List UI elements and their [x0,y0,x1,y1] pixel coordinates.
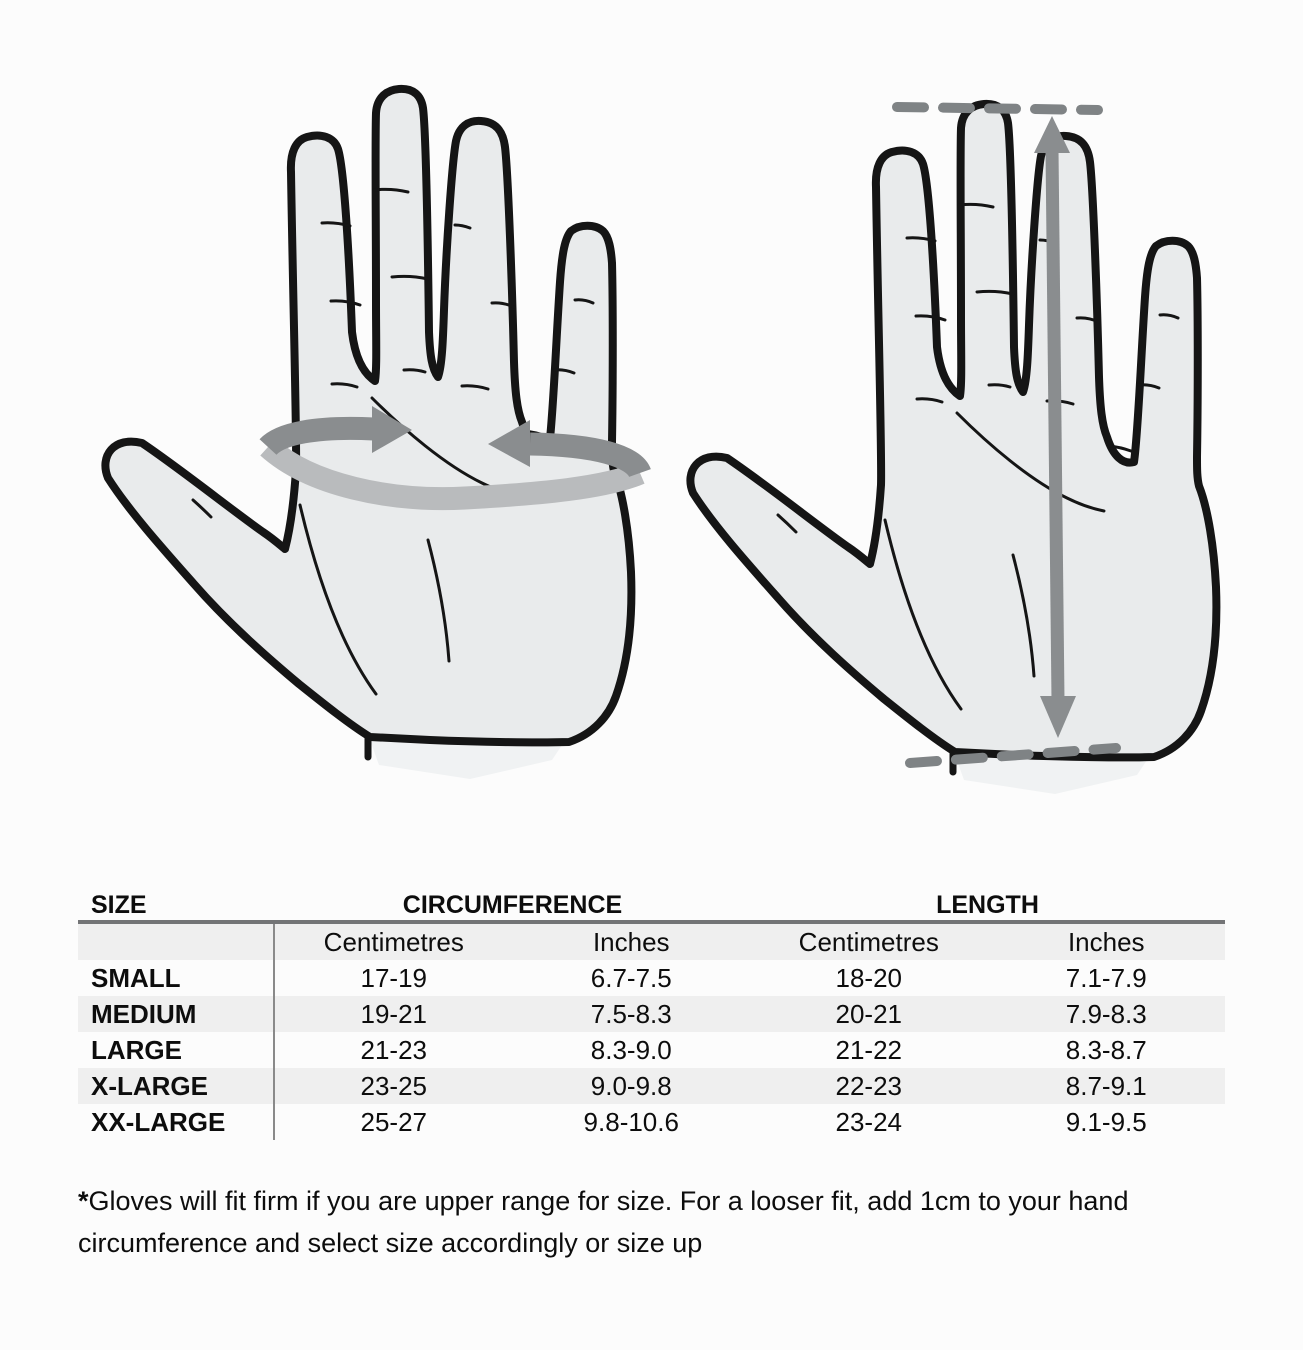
table-row-x-large: X-LARGE 23-25 9.0-9.8 22-23 8.7-9.1 [78,1068,1225,1104]
table-row-medium: MEDIUM 19-21 7.5-8.3 20-21 7.9-8.3 [78,996,1225,1032]
table-cell: 25-27 [360,1106,428,1137]
left-arrowhead-icon [488,420,530,467]
length-arrow [892,102,1121,768]
table-cell: 7.1-7.9 [1065,962,1147,993]
table-cell: 6.7-7.5 [590,962,672,993]
table-cell: 9.1-9.5 [1065,1106,1147,1137]
footnote-text: Gloves will fit firm if you are upper ra… [78,1186,1129,1259]
size-label: XX-LARGE [91,1106,226,1137]
subheader-length-cm: Centimetres [798,926,939,957]
subheader-circumference-cm: Centimetres [323,926,464,957]
subheader-empty-cell [78,924,275,960]
table-cell: 8.3-8.7 [1065,1034,1147,1065]
table-cell: 9.8-10.6 [583,1106,679,1137]
footnote: *Gloves will fit firm if you are upper r… [78,1180,1198,1264]
band-back-arc-left [259,416,375,456]
table-row-small: SMALL 17-19 6.7-7.5 18-20 7.1-7.9 [78,960,1225,996]
size-label: LARGE [91,1034,182,1065]
table-row-large: LARGE 21-23 8.3-9.0 21-22 8.3-8.7 [78,1032,1225,1068]
right-arrowhead-icon [372,406,412,453]
length-arrow-shaft [1045,149,1065,701]
table-cell: 9.0-9.8 [590,1070,672,1101]
table-cell: 7.9-8.3 [1065,998,1147,1029]
table-cell: 21-23 [360,1034,428,1065]
table-cell: 23-25 [360,1070,428,1101]
table-cell: 17-19 [360,962,428,993]
table-cell: 19-21 [360,998,428,1029]
table-subheader-row: Centimetres Inches Centimetres Inches [78,924,1225,960]
table-row-xx-large: XX-LARGE 25-27 9.8-10.6 23-24 9.1-9.5 [78,1104,1225,1140]
table-cell: 18-20 [835,962,903,993]
size-label: MEDIUM [91,998,197,1029]
wrist-dashed-line [905,743,1121,768]
table-cell: 22-23 [835,1070,903,1101]
glove-measurement-illustration [0,0,1303,880]
subheader-circumference-inches: Inches [592,926,670,957]
fingertip-dashed-line [892,102,1103,115]
up-arrowhead-icon [1034,116,1070,153]
table-cell: 8.3-9.0 [590,1034,672,1065]
circumference-band-arrow [259,406,651,511]
footnote-marker: * [78,1186,89,1216]
band-back-arc-right [529,432,651,479]
size-label: X-LARGE [91,1070,208,1101]
table-cell: 20-21 [835,998,903,1029]
column-header-length: LENGTH [936,891,1039,919]
right-hand-illustration [690,104,1216,794]
glove-size-table: SIZE CIRCUMFERENCE LENGTH Centimetres In… [78,890,1225,1140]
table-cell: 21-22 [835,1034,903,1065]
table-cell: 8.7-9.1 [1065,1070,1147,1101]
column-header-circumference: CIRCUMFERENCE [402,891,623,919]
table-cell: 7.5-8.3 [590,998,672,1029]
table-header-row: SIZE CIRCUMFERENCE LENGTH [78,890,1225,924]
table-cell: 23-24 [835,1106,903,1137]
subheader-length-inches: Inches [1067,926,1145,957]
band-front-arc [260,438,645,511]
size-label: SMALL [91,962,181,993]
column-header-size: SIZE [91,891,147,919]
down-arrowhead-icon [1040,696,1076,738]
